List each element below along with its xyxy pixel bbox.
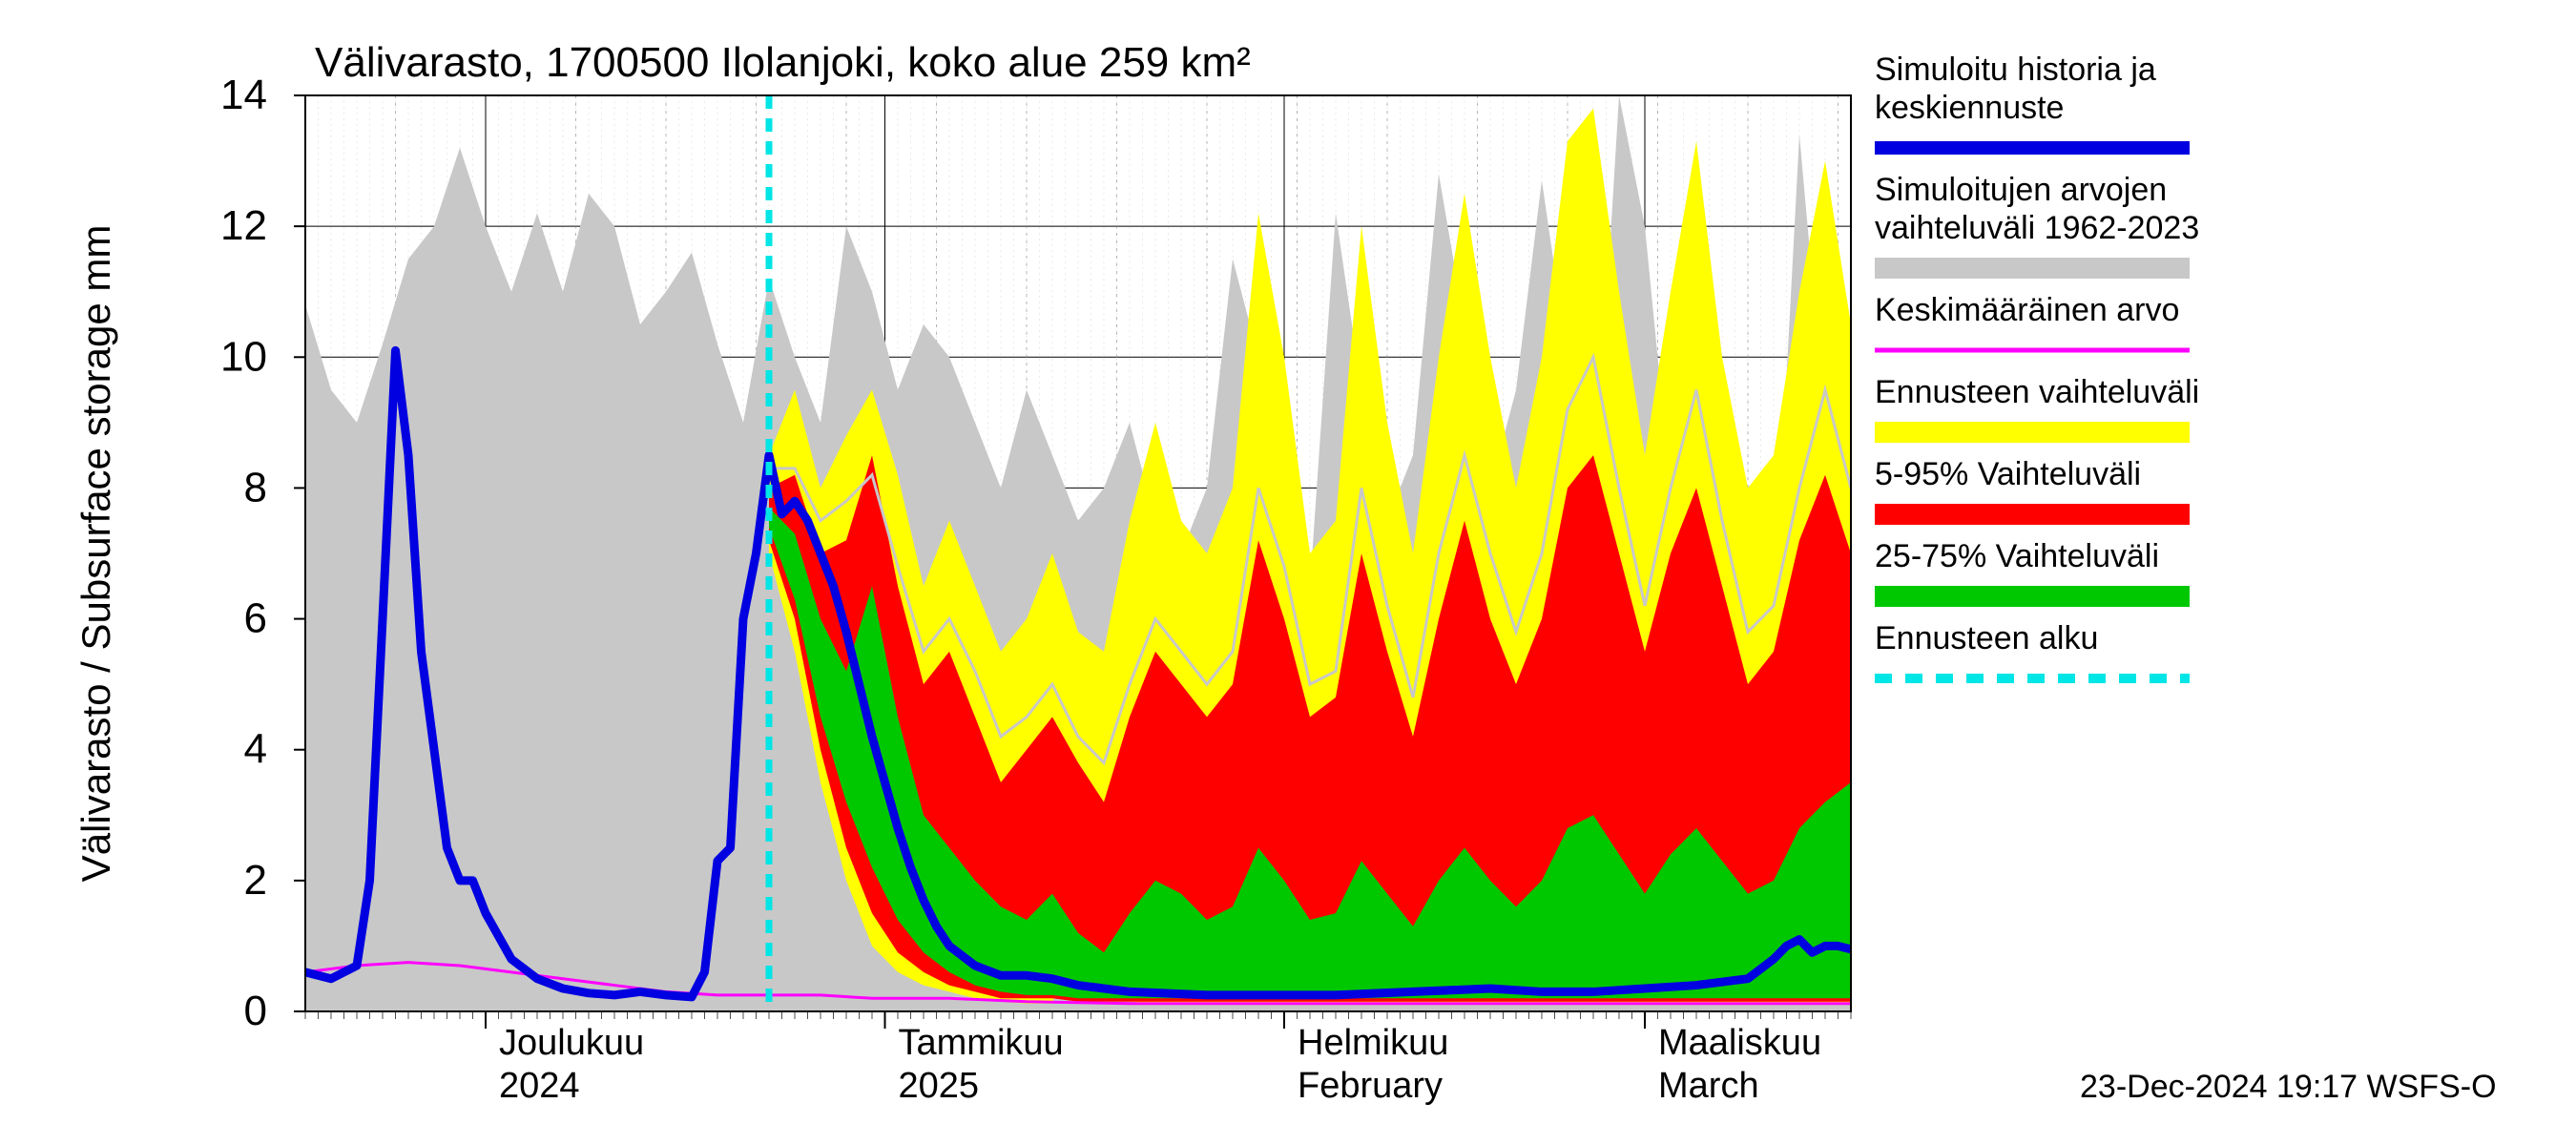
- y-axis-label: Välivarasto / Subsurface storage mm: [73, 225, 118, 883]
- legend-label: Keskimääräinen arvo: [1875, 292, 2179, 328]
- legend-label: 5-95% Vaihteluväli: [1875, 456, 2141, 492]
- x-month-label: Joulukuu: [499, 1023, 644, 1063]
- legend-label: Simuloitujen arvojen: [1875, 172, 2167, 208]
- chart-title: Välivarasto, 1700500 Ilolanjoki, koko al…: [315, 39, 1251, 86]
- x-month-sublabel: March: [1658, 1066, 1759, 1106]
- legend-label: Ennusteen alku: [1875, 620, 2098, 656]
- x-month-label: Helmikuu: [1298, 1023, 1448, 1063]
- legend-label: vaihteluväli 1962-2023: [1875, 210, 2199, 246]
- legend-label: keskiennuste: [1875, 90, 2064, 126]
- legend-swatch: [1875, 504, 2190, 525]
- x-month-sublabel: 2025: [899, 1066, 980, 1106]
- legend-swatch: [1875, 258, 2190, 279]
- y-tick-label: 4: [244, 726, 267, 773]
- chart-svg: 0 2 4 6 8 10 12 14 Välivarasto / Subsurface stor…: [0, 0, 2576, 1145]
- y-tick-label: 2: [244, 857, 267, 904]
- legend-swatch: [1875, 586, 2190, 607]
- y-tick-label: 8: [244, 464, 267, 510]
- x-month-sublabel: February: [1298, 1066, 1443, 1106]
- chart-container: 0 2 4 6 8 10 12 14 Välivarasto / Subsurface stor…: [0, 0, 2576, 1145]
- y-tick-label: 0: [244, 988, 267, 1034]
- y-tick-label: 10: [220, 333, 267, 380]
- legend-swatch: [1875, 422, 2190, 443]
- y-tick-label: 12: [220, 202, 267, 249]
- x-month-sublabel: 2024: [499, 1066, 580, 1106]
- y-tick-label: 14: [220, 72, 267, 118]
- x-month-label: Maaliskuu: [1658, 1023, 1821, 1063]
- legend-label: Simuloitu historia ja: [1875, 52, 2156, 88]
- legend-label: 25-75% Vaihteluväli: [1875, 538, 2159, 574]
- x-month-label: Tammikuu: [899, 1023, 1064, 1063]
- legend-label: Ennusteen vaihteluväli: [1875, 374, 2199, 410]
- chart-footer: 23-Dec-2024 19:17 WSFS-O: [2080, 1069, 2497, 1105]
- y-tick-label: 6: [244, 595, 267, 642]
